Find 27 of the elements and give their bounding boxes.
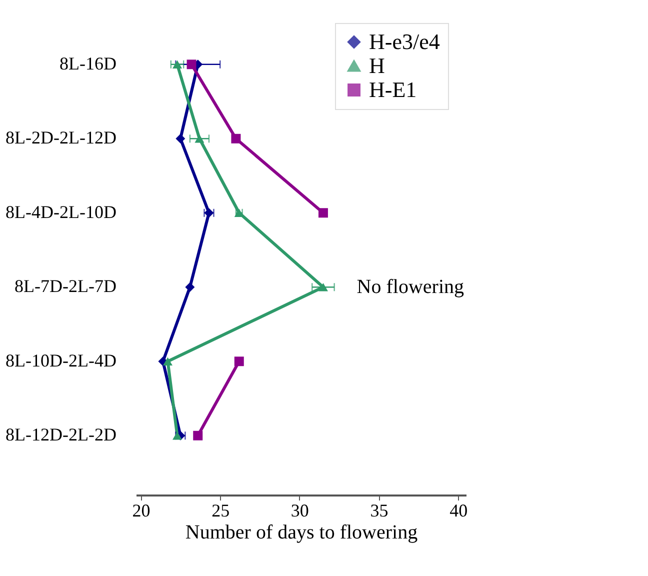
y-tick-label: 8L-4D-2L-10D	[6, 202, 116, 222]
point	[162, 357, 172, 366]
y-tick-label: 8L-2D-2L-12D	[6, 128, 116, 148]
point	[185, 282, 195, 292]
x-axis-title: Number of days to flowering	[185, 522, 418, 544]
x-tick-label: 20	[132, 500, 150, 520]
point	[318, 283, 328, 292]
x-tick-label: 25	[212, 500, 230, 520]
point	[231, 134, 241, 144]
point	[234, 356, 244, 366]
y-tick-label: 8L-16D	[60, 53, 116, 74]
y-tick-label: 8L-10D-2L-4D	[6, 350, 116, 370]
x-tick-label: 30	[290, 500, 309, 520]
point	[172, 60, 182, 68]
point	[318, 208, 328, 218]
legend-label: H	[369, 53, 385, 78]
legend-label: H-E1	[369, 77, 417, 102]
point	[193, 430, 203, 440]
point	[186, 60, 196, 70]
point	[176, 134, 186, 144]
annotation: No flowering	[356, 276, 464, 298]
point	[194, 134, 204, 143]
x-tick-label: 35	[370, 500, 388, 520]
y-tick-label: 8L-7D-2L-7D	[14, 276, 116, 296]
x-tick-label: 40	[450, 500, 468, 520]
y-tick-label: 8L-12D-2L-2D	[6, 424, 116, 445]
legend-label: H-e3/e4	[369, 29, 440, 54]
